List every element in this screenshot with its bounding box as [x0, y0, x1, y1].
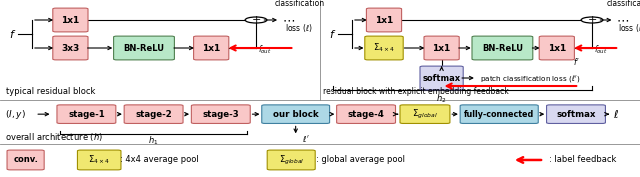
Text: $f'$: $f'$	[573, 56, 580, 67]
FancyBboxPatch shape	[191, 105, 250, 124]
Text: fully-connected: fully-connected	[464, 110, 534, 119]
FancyBboxPatch shape	[472, 36, 532, 60]
Text: softmax: softmax	[422, 73, 461, 82]
Text: stage-4: stage-4	[348, 110, 385, 119]
Text: conv.: conv.	[13, 155, 38, 164]
FancyBboxPatch shape	[124, 105, 183, 124]
FancyBboxPatch shape	[7, 150, 44, 170]
Text: stage-2: stage-2	[135, 110, 172, 119]
Text: loss ($\ell$): loss ($\ell$)	[618, 22, 640, 34]
Circle shape	[581, 17, 603, 23]
Text: classification: classification	[274, 0, 324, 8]
FancyBboxPatch shape	[365, 36, 403, 60]
FancyBboxPatch shape	[193, 36, 229, 60]
FancyBboxPatch shape	[400, 105, 450, 124]
Text: 1x1: 1x1	[61, 16, 79, 24]
Text: $\Sigma_{4\times4}$: $\Sigma_{4\times4}$	[88, 154, 110, 166]
FancyBboxPatch shape	[540, 36, 575, 60]
Text: typical residual block: typical residual block	[6, 87, 96, 96]
Text: 1x1: 1x1	[548, 44, 566, 53]
Text: $f_{out}$: $f_{out}$	[258, 43, 271, 56]
Text: loss ($\ell$): loss ($\ell$)	[285, 22, 313, 34]
FancyBboxPatch shape	[262, 105, 330, 124]
Text: $h_1$: $h_1$	[148, 135, 159, 147]
FancyBboxPatch shape	[57, 105, 116, 124]
Text: our block: our block	[273, 110, 319, 119]
Text: $\ell$: $\ell$	[613, 108, 619, 120]
Text: BN-ReLU: BN-ReLU	[124, 44, 164, 53]
Text: patch classification loss ($\ell'$): patch classification loss ($\ell'$)	[480, 73, 580, 84]
Text: residual block with explicit embedding feedback: residual block with explicit embedding f…	[323, 87, 509, 96]
Text: BN-ReLU: BN-ReLU	[482, 44, 523, 53]
Text: : 4x4 average pool: : 4x4 average pool	[120, 155, 199, 164]
FancyBboxPatch shape	[460, 105, 538, 124]
Text: $\cdots$: $\cdots$	[616, 13, 629, 27]
FancyBboxPatch shape	[424, 36, 460, 60]
FancyBboxPatch shape	[420, 66, 463, 90]
FancyBboxPatch shape	[77, 150, 121, 170]
Text: classification: classification	[607, 0, 640, 8]
Text: $\ell'$: $\ell'$	[302, 133, 310, 144]
Text: $\cdots$: $\cdots$	[282, 13, 294, 27]
Text: $\Sigma_{global}$: $\Sigma_{global}$	[412, 108, 438, 121]
Text: +: +	[588, 15, 596, 25]
Text: $\Sigma_{global}$: $\Sigma_{global}$	[278, 153, 304, 167]
Text: 1x1: 1x1	[375, 16, 393, 24]
FancyBboxPatch shape	[52, 36, 88, 60]
Text: $f_{out}$: $f_{out}$	[594, 43, 607, 56]
Text: overall architecture ($h$): overall architecture ($h$)	[5, 131, 103, 143]
Text: $h_2$: $h_2$	[436, 92, 447, 104]
Text: $f$: $f$	[329, 28, 337, 40]
Text: stage-3: stage-3	[202, 110, 239, 119]
Text: : label feedback: : label feedback	[549, 155, 616, 164]
FancyBboxPatch shape	[114, 36, 174, 60]
FancyBboxPatch shape	[366, 8, 402, 32]
Text: stage-1: stage-1	[68, 110, 105, 119]
Text: 3x3: 3x3	[61, 44, 79, 53]
Text: $f$: $f$	[9, 28, 17, 40]
Text: softmax: softmax	[556, 110, 596, 119]
FancyBboxPatch shape	[337, 105, 396, 124]
Text: +: +	[252, 15, 260, 25]
Text: $(I, y)$: $(I, y)$	[5, 108, 26, 121]
Circle shape	[245, 17, 267, 23]
FancyBboxPatch shape	[52, 8, 88, 32]
Text: 1x1: 1x1	[433, 44, 451, 53]
FancyBboxPatch shape	[547, 105, 605, 124]
Text: $\Sigma_{4\times4}$: $\Sigma_{4\times4}$	[373, 42, 395, 54]
Text: 1x1: 1x1	[202, 44, 220, 53]
Text: : global average pool: : global average pool	[316, 155, 404, 164]
FancyBboxPatch shape	[268, 150, 315, 170]
